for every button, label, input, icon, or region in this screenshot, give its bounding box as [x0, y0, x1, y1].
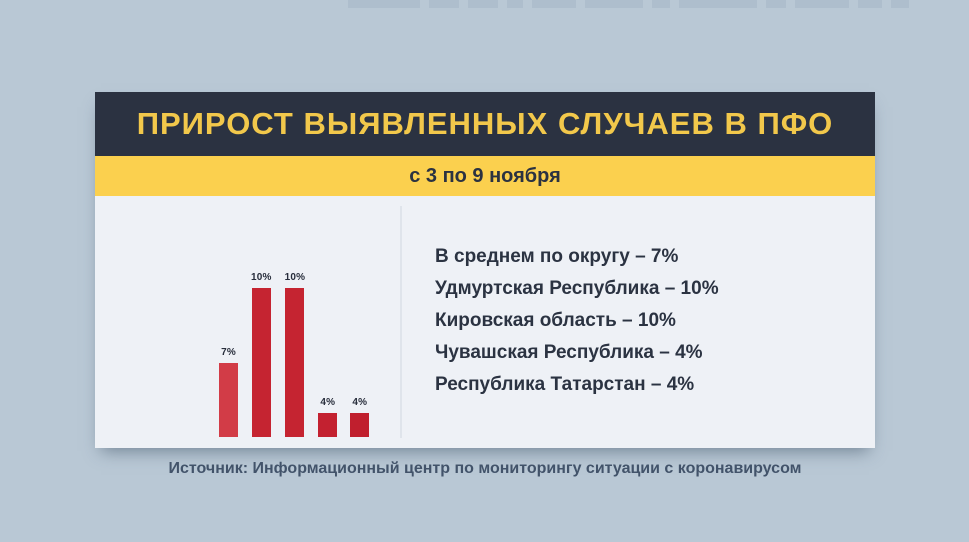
top-edge-ghost-artifacts	[348, 0, 909, 8]
bar-group-Республика Татарстан: 4%	[350, 397, 370, 437]
bar-value-label: 10%	[251, 272, 272, 283]
ghost-artifact	[766, 0, 786, 8]
bar	[318, 413, 338, 437]
ghost-artifact	[858, 0, 882, 8]
list-item: Кировская область – 10%	[435, 310, 676, 331]
bar-value-label: 10%	[284, 272, 306, 283]
bar-value-label: 7%	[221, 347, 236, 358]
ghost-artifact	[679, 0, 757, 8]
card-body: 7% 10% 10% 4% 4% В среднем по округу – 7% Уд…	[95, 196, 875, 448]
list-item: В среднем по округу – 7%	[435, 246, 679, 267]
card-subheader: с 3 по 9 ноября	[95, 156, 875, 196]
card-header: ПРИРОСТ ВЫЯВЛЕННЫХ СЛУЧАЕВ В ПФО	[95, 92, 875, 156]
ghost-artifact	[532, 0, 576, 8]
ghost-artifact	[348, 0, 420, 8]
infographic-card: ПРИРОСТ ВЫЯВЛЕННЫХ СЛУЧАЕВ В ПФО с 3 по …	[95, 92, 875, 448]
list-item: Чувашская Республика – 4%	[435, 342, 703, 363]
ghost-artifact	[891, 0, 909, 8]
bar-group-Удмуртская Республика: 10%	[251, 272, 272, 437]
vertical-divider	[400, 206, 402, 438]
bar	[219, 363, 238, 437]
region-stats-list: В среднем по округу – 7% Удмуртская Респ…	[435, 241, 719, 401]
ghost-artifact	[795, 0, 849, 8]
ghost-artifact	[507, 0, 523, 8]
bar-group-В среднем по округу: 7%	[219, 347, 238, 437]
source-attribution: Источник: Информационный центр по монито…	[168, 460, 802, 477]
bar	[251, 288, 271, 437]
bar-value-label: 4%	[352, 397, 368, 408]
bar	[285, 288, 305, 437]
bar-value-label: 4%	[320, 397, 336, 408]
ghost-artifact	[468, 0, 498, 8]
ghost-artifact	[585, 0, 643, 8]
bar-group-Чувашская Республика: 4%	[318, 397, 338, 437]
ghost-artifact	[429, 0, 459, 8]
list-item: Республика Татарстан – 4%	[435, 374, 695, 395]
date-range-subtitle: с 3 по 9 ноября	[409, 164, 561, 187]
list-item: Удмуртская Республика – 10%	[435, 278, 719, 299]
bar	[350, 413, 370, 437]
ghost-artifact	[652, 0, 670, 8]
page-title: ПРИРОСТ ВЫЯВЛЕННЫХ СЛУЧАЕВ В ПФО	[136, 106, 834, 141]
bar-chart: 7% 10% 10% 4% 4%	[219, 272, 370, 437]
bar-group-Кировская область: 10%	[285, 272, 306, 437]
